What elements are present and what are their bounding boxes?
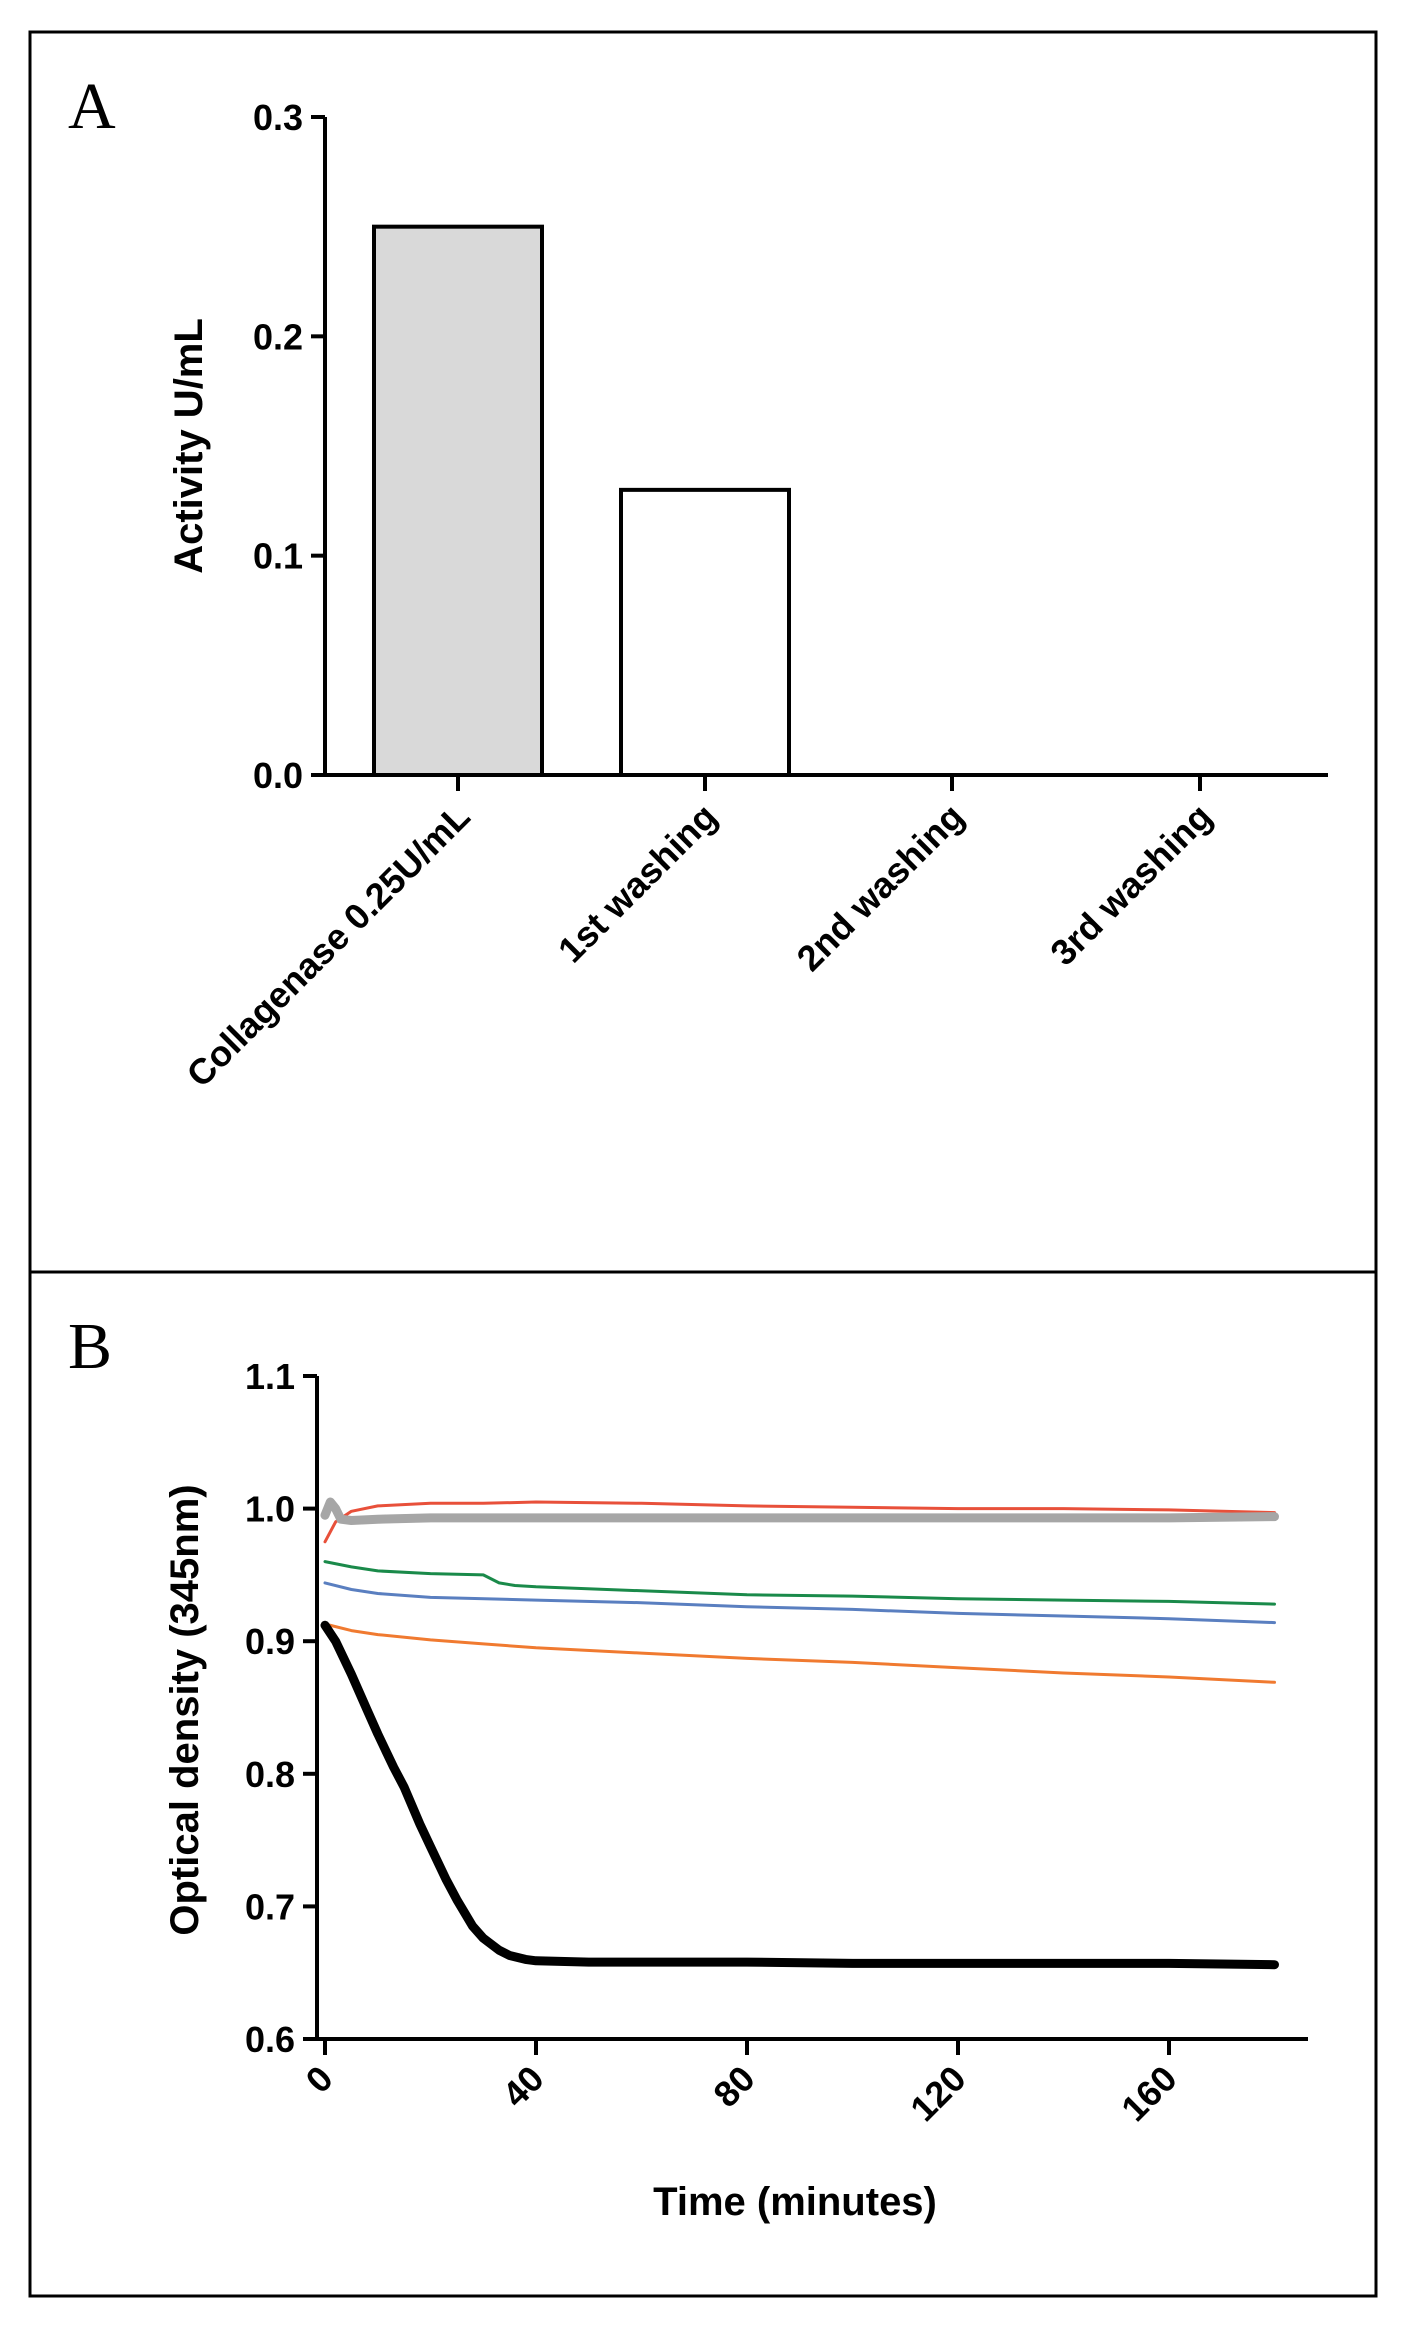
panel-a-letter: A bbox=[68, 70, 116, 143]
y-tick-label: 0.0 bbox=[253, 755, 303, 796]
y-tick-label: 0.1 bbox=[253, 536, 303, 577]
y-tick-label: 0.8 bbox=[245, 1754, 295, 1795]
x-tick-label: 120 bbox=[902, 2058, 973, 2129]
panel-b-frame bbox=[28, 1270, 1378, 2298]
y-tick-label: 0.9 bbox=[245, 1621, 295, 1662]
y-tick-label: 1.0 bbox=[245, 1489, 295, 1530]
x-tick-label: 0 bbox=[298, 2058, 341, 2101]
y-axis-title: Optical density (345nm) bbox=[163, 1484, 207, 1935]
y-ticks-group: 0.6 0.7 0.8 0.9 1.0 1.1 bbox=[245, 1356, 317, 2060]
y-tick-label: 0.7 bbox=[245, 1886, 295, 1927]
category-label: 1st washing bbox=[550, 796, 725, 971]
x-tick-label: 40 bbox=[494, 2058, 551, 2115]
bar-1 bbox=[372, 224, 544, 777]
y-tick-label: 0.3 bbox=[253, 97, 303, 138]
y-tick-label: 1.1 bbox=[245, 1356, 295, 1397]
series-line-green bbox=[323, 1560, 1276, 1606]
series-lines-group bbox=[320, 1497, 1279, 1970]
y-tick-label: 0.2 bbox=[253, 316, 303, 357]
x-tick-label: 160 bbox=[1113, 2058, 1184, 2129]
series-line-blue bbox=[323, 1581, 1276, 1625]
bar-chart-a: 0.0 0.1 0.2 0.3 Collagenase 0.25U/mL 1st was… bbox=[167, 97, 1328, 1095]
x-ticks-group: Collagenase 0.25U/mL 1st washing 2nd washi… bbox=[178, 775, 1220, 1095]
category-label: Collagenase 0.25U/mL bbox=[178, 796, 477, 1095]
y-tick-label: 0.6 bbox=[245, 2019, 295, 2060]
x-ticks-group: 0 40 80 120 160 bbox=[298, 2039, 1185, 2129]
series-line-red bbox=[323, 1500, 1276, 1544]
y-ticks-group: 0.0 0.1 0.2 0.3 bbox=[253, 97, 325, 796]
series-line-orange bbox=[323, 1622, 1276, 1684]
x-tick-label: 80 bbox=[705, 2058, 762, 2115]
category-label: 2nd washing bbox=[788, 796, 971, 979]
panel-b-letter: B bbox=[68, 1310, 112, 1383]
line-chart-b: 0.6 0.7 0.8 0.9 1.0 1.1 0 40 80 120 160 Optical d… bbox=[163, 1356, 1308, 2224]
category-label: 3rd washing bbox=[1042, 796, 1220, 974]
series-line-gray bbox=[320, 1497, 1279, 1525]
series-line-black bbox=[320, 1620, 1279, 1970]
x-axis-title: Time (minutes) bbox=[653, 2180, 937, 2224]
bars-group bbox=[372, 224, 791, 777]
bar-2 bbox=[619, 487, 791, 777]
y-axis-title: Activity U/mL bbox=[167, 318, 211, 574]
